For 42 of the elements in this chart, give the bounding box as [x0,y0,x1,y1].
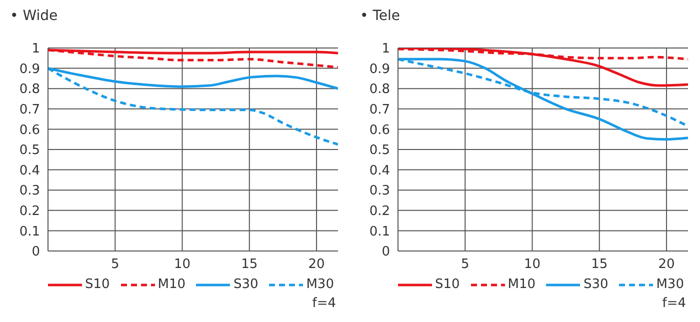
legend-label: S30 [583,277,608,292]
y-tick-label: 0.2 [19,204,40,220]
y-tick-label: 0.7 [19,102,40,118]
y-tick-label: 0.7 [369,102,390,118]
y-tick-label: 0.4 [369,163,390,178]
y-tick-label: 0.9 [369,62,390,77]
y-tick-label: 0.1 [19,224,40,240]
legend-label: M10 [508,277,536,292]
y-tick-label: 1 [382,42,390,57]
x-tick-label: 5 [110,257,120,272]
y-tick-label: 0.8 [369,82,390,98]
legend-label: M10 [158,277,186,292]
y-tick-label: 0.6 [19,122,40,138]
text: f=4 [311,296,337,311]
y-tick-label: 0.9 [19,62,40,77]
legend-label: M30 [656,277,684,292]
y-tick-label: 0.4 [19,163,40,178]
y-tick-label: 0.5 [19,143,40,158]
y-tick-label: 0 [32,244,40,260]
y-tick-label: 0.5 [369,143,390,158]
y-tick-label: 1 [32,42,40,57]
y-tick-label: 0 [382,244,390,260]
x-tick-label: 10 [174,257,191,272]
x-tick-label: 20 [658,257,675,272]
text: f=4 [661,296,687,311]
y-tick-label: 0.3 [19,184,40,199]
legend-label: M30 [306,277,334,292]
x-tick-label: 10 [524,257,541,272]
x-tick-label: 15 [591,257,608,272]
x-tick-label: 15 [241,257,258,272]
x-tick-label: 20 [308,257,325,272]
y-tick-label: 0.1 [369,224,390,240]
legend-label: S30 [233,277,258,292]
legend-label: S10 [85,277,110,292]
y-tick-label: 0.6 [369,122,390,138]
y-tick-label: 0.2 [369,204,390,220]
y-tick-label: 0.8 [19,82,40,98]
x-tick-label: 5 [460,257,470,272]
chart-title: • Wide [9,8,59,26]
chart-title: • Tele [359,8,401,26]
legend-label: S10 [435,277,460,292]
y-tick-label: 0.3 [369,184,390,199]
